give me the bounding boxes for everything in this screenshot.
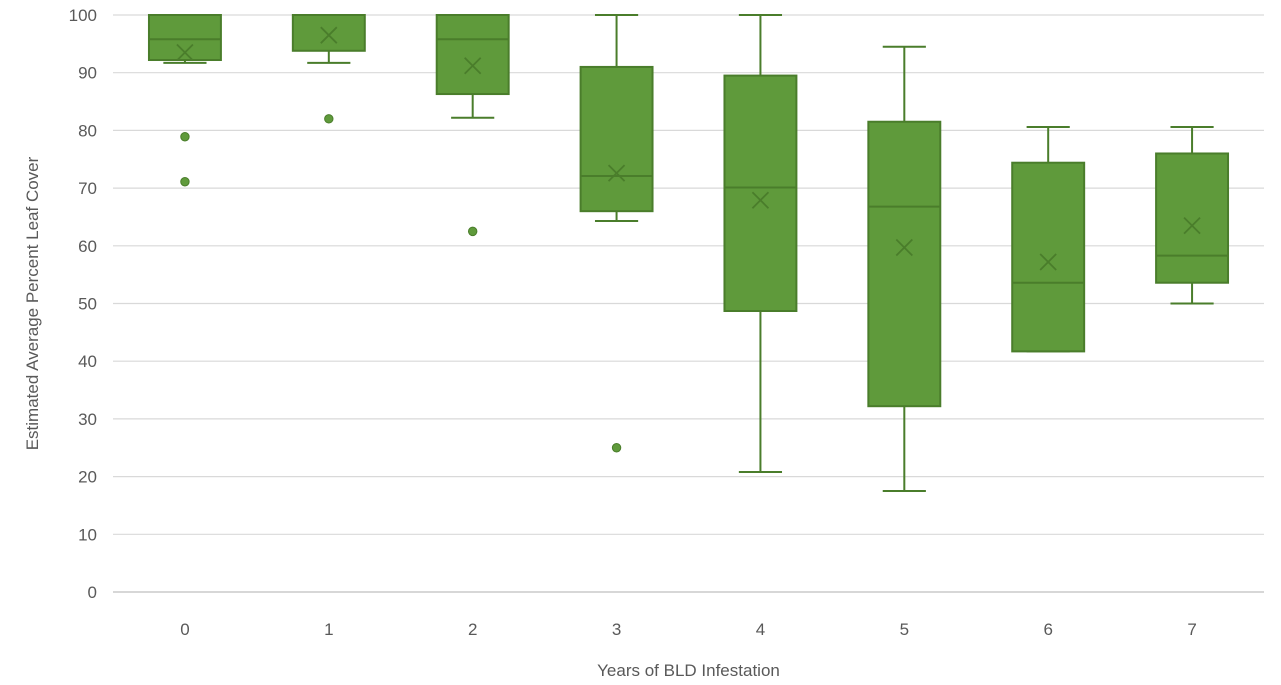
x-tick-label-3: 3 — [612, 620, 621, 639]
mean-marker-6 — [1039, 253, 1057, 271]
outlier-point-2-0 — [467, 226, 478, 237]
y-tick-label-90: 90 — [78, 64, 97, 83]
box-body-4 — [723, 74, 798, 313]
y-axis-tick-labels: 0 10 20 30 40 50 60 70 80 90 100 — [69, 6, 97, 602]
x-tick-label-1: 1 — [324, 620, 333, 639]
y-tick-label-70: 70 — [78, 179, 97, 198]
y-tick-label-80: 80 — [78, 121, 97, 140]
box-body-5 — [867, 120, 942, 408]
y-tick-label-100: 100 — [69, 6, 97, 25]
gridlines — [113, 14, 1264, 593]
y-tick-label-40: 40 — [78, 352, 97, 371]
y-axis-title: Estimated Average Percent Leaf Cover — [23, 156, 42, 450]
box-5 — [867, 45, 942, 493]
box-7 — [1155, 125, 1230, 305]
box-body-7 — [1155, 152, 1230, 284]
box-body-6 — [1011, 161, 1086, 353]
box-2 — [435, 14, 510, 237]
mean-marker-0 — [176, 43, 194, 62]
box-body-1 — [291, 14, 366, 52]
outlier-point-3-0 — [611, 443, 622, 453]
x-tick-label-4: 4 — [756, 620, 765, 639]
box-0 — [147, 14, 222, 187]
mean-marker-stroke-b — [607, 164, 626, 182]
mean-marker-stroke-b — [1183, 216, 1201, 235]
mean-marker-1 — [320, 26, 338, 44]
y-tick-label-50: 50 — [78, 295, 97, 314]
mean-marker-stroke-b — [320, 26, 338, 44]
y-tick-label-20: 20 — [78, 468, 97, 487]
box-body-3 — [579, 65, 654, 213]
x-axis-title: Years of BLD Infestation — [597, 661, 780, 680]
x-tick-label-2: 2 — [468, 620, 477, 639]
mean-marker-2 — [464, 57, 482, 75]
outlier-point-1-0 — [324, 114, 334, 124]
y-tick-label-30: 30 — [78, 410, 97, 429]
mean-marker-3 — [607, 164, 626, 182]
box-body-2 — [435, 14, 510, 96]
outlier-point-0-0 — [180, 132, 190, 142]
mean-marker-stroke-b — [464, 57, 482, 75]
mean-marker-stroke-b — [751, 191, 770, 209]
y-tick-label-10: 10 — [78, 525, 97, 544]
mean-marker-7 — [1183, 216, 1201, 235]
box-3 — [579, 14, 654, 453]
box-6 — [1011, 125, 1086, 353]
box-series — [147, 14, 1230, 493]
mean-marker-4 — [751, 191, 770, 209]
x-tick-label-7: 7 — [1187, 620, 1196, 639]
mean-marker-5 — [895, 238, 913, 257]
mean-marker-stroke-b — [895, 238, 913, 257]
x-tick-label-0: 0 — [180, 620, 189, 639]
x-tick-label-5: 5 — [900, 620, 909, 639]
y-tick-label-0: 0 — [88, 583, 97, 602]
x-axis-tick-labels: 0 1 2 3 4 5 6 7 — [180, 620, 1197, 639]
x-tick-label-6: 6 — [1043, 620, 1052, 639]
outlier-point-0-1 — [180, 177, 190, 187]
box-4 — [723, 14, 798, 473]
box-1 — [291, 14, 366, 124]
mean-marker-stroke-b — [176, 43, 194, 62]
mean-marker-stroke-b — [1039, 253, 1057, 271]
y-tick-label-60: 60 — [78, 237, 97, 256]
